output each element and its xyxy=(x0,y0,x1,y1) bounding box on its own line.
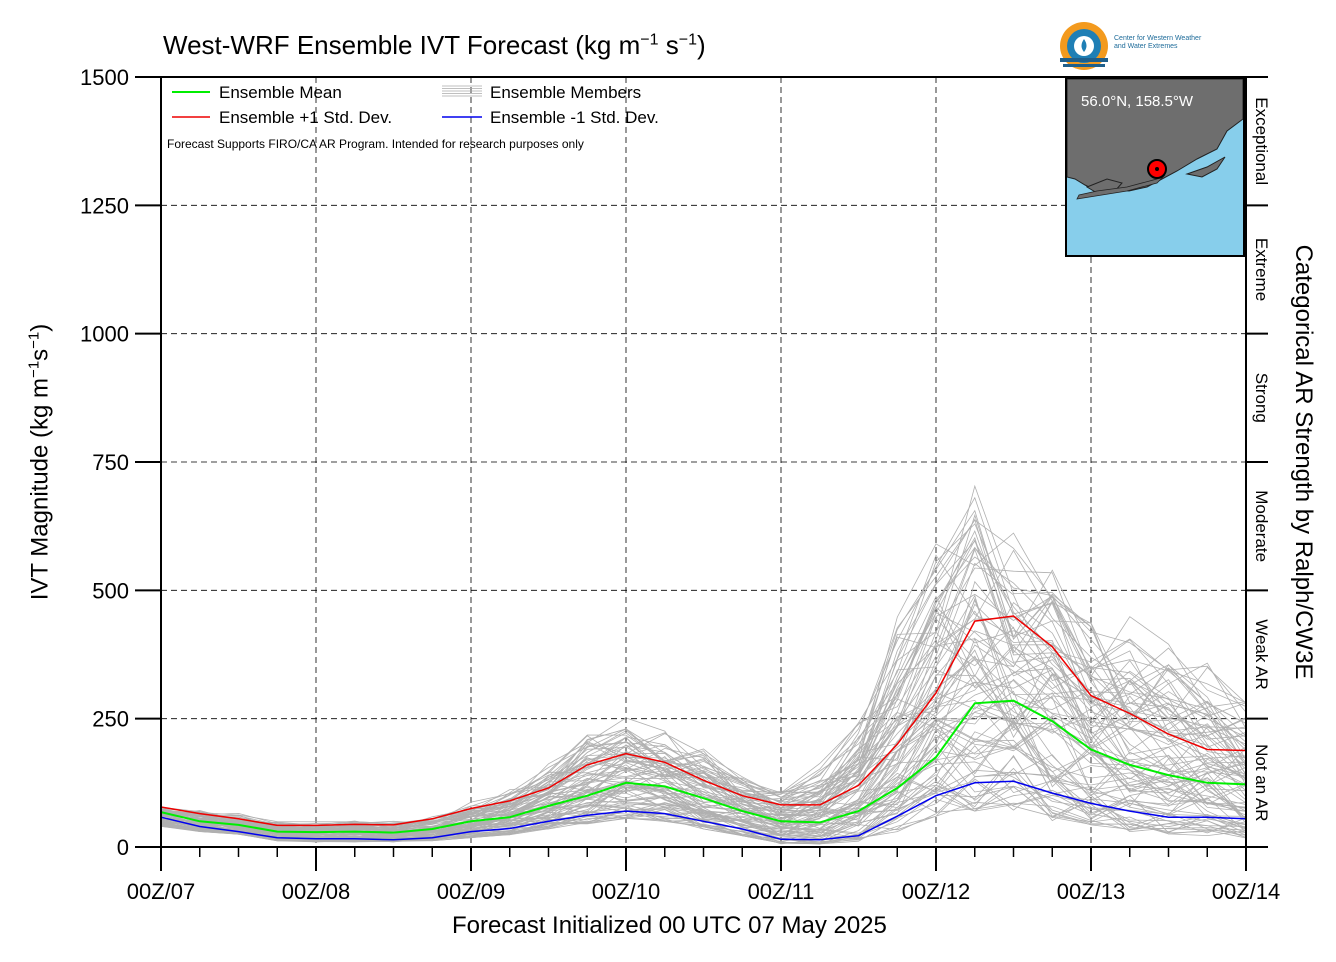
y-tick-label: 1500 xyxy=(80,65,129,90)
y-tick-label: 500 xyxy=(92,578,129,603)
series-line-ensemble-1-std-dev- xyxy=(160,780,1247,841)
ensemble-member-line xyxy=(160,554,1247,831)
x-tick-label: 00Z/09 xyxy=(437,879,506,904)
legend-label-mean: Ensemble Mean xyxy=(219,83,342,102)
ensemble-member-line xyxy=(160,562,1247,832)
ensemble-member-line xyxy=(160,673,1247,836)
ensemble-member-line xyxy=(160,779,1247,843)
logo-line1: Center for Western Weather xyxy=(1114,35,1202,42)
ensemble-member-line xyxy=(160,715,1247,838)
series-line-ensemble-mean xyxy=(160,699,1247,834)
right-axis-label: Categorical AR Strength by Ralph/CW3E xyxy=(1290,244,1317,680)
ensemble-member-line xyxy=(160,601,1247,832)
cw3e-logo: Center for Western Weather and Water Extr… xyxy=(1058,20,1258,74)
x-tick-label: 00Z/14 xyxy=(1212,879,1281,904)
ensemble-member-line xyxy=(160,630,1247,832)
category-label: Not an AR xyxy=(1252,744,1271,822)
ensemble-member-line xyxy=(160,786,1247,845)
y-tick-label: 1000 xyxy=(80,322,129,347)
inset-land xyxy=(1067,79,1243,200)
x-tick-label: 00Z/13 xyxy=(1057,879,1126,904)
ensemble-member-line xyxy=(160,702,1247,841)
category-label: Extreme xyxy=(1252,238,1271,301)
x-axis-label: Forecast Initialized 00 UTC 07 May 2025 xyxy=(452,912,887,939)
y-tick-label: 750 xyxy=(92,450,129,475)
legend-label-members: Ensemble Members xyxy=(490,83,642,102)
ensemble-member-line xyxy=(160,532,1247,828)
x-tick-label: 00Z/12 xyxy=(902,879,971,904)
ensemble-member-line xyxy=(160,484,1247,829)
ensemble-member-line xyxy=(160,638,1247,834)
ensemble-member-line xyxy=(160,692,1247,838)
category-label: Exceptional xyxy=(1252,97,1271,185)
y-tick-label: 1250 xyxy=(80,193,129,218)
ensemble-member-line xyxy=(160,610,1247,834)
ensemble-member-line xyxy=(160,678,1247,837)
ensemble-member-line xyxy=(160,513,1247,824)
category-label: Weak AR xyxy=(1252,619,1271,690)
x-tick-label: 00Z/07 xyxy=(127,879,196,904)
ensemble-member-line xyxy=(160,767,1247,843)
y-axis-label: IVT Magnitude (kg m−1s−1) xyxy=(25,323,54,601)
x-tick-label: 00Z/10 xyxy=(592,879,661,904)
logo-line2: and Water Extremes xyxy=(1114,43,1178,50)
legend-label-minus-std: Ensemble -1 Std. Dev. xyxy=(490,108,659,127)
y-tick-label: 0 xyxy=(117,835,129,860)
y-tick-label: 250 xyxy=(92,707,129,732)
category-label: Strong xyxy=(1252,373,1271,423)
ensemble-member-line xyxy=(160,549,1247,832)
ensemble-member-line xyxy=(160,680,1247,839)
forecast-note: Forecast Supports FIRO/CA AR Program. In… xyxy=(167,137,584,151)
chart-title: West-WRF Ensemble IVT Forecast (kg m−1 s… xyxy=(163,30,706,60)
x-tick-label: 00Z/11 xyxy=(748,879,815,904)
legend-label-plus-std: Ensemble +1 Std. Dev. xyxy=(219,108,393,127)
series-line-ensemble-1-std-dev- xyxy=(160,615,1247,827)
category-label: Moderate xyxy=(1252,490,1271,562)
inset-location-label: 56.0°N, 158.5°W xyxy=(1081,93,1194,110)
ensemble-member-line xyxy=(160,667,1247,833)
x-tick-label: 00Z/08 xyxy=(282,879,351,904)
cw3e-logo-icon xyxy=(1060,22,1108,70)
location-inset-map: 56.0°N, 158.5°W xyxy=(1065,77,1245,257)
